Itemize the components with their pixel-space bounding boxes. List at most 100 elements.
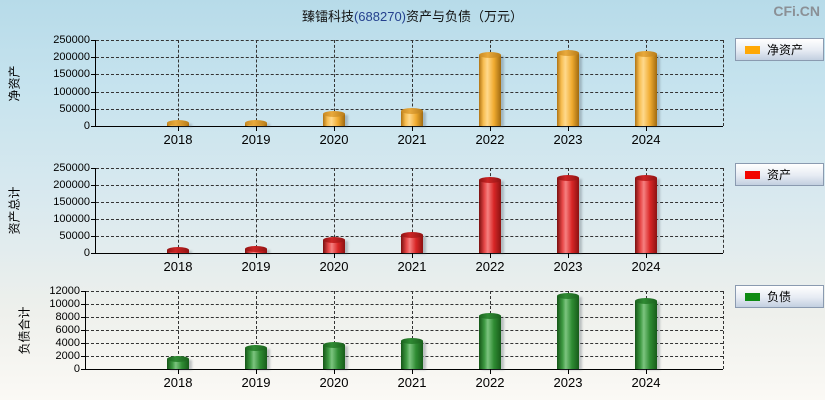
y-tick-label: 200000 [53,179,90,191]
bar-top-cap [635,175,657,181]
y-tick-label: 50000 [59,102,90,115]
legend-swatch [745,45,760,54]
x-tick-mark [646,369,647,374]
v-gridline [178,168,179,253]
y-tick-mark [91,74,96,76]
h-gridline [86,291,723,292]
x-tick-mark [334,126,335,131]
y-tick-mark [91,108,96,110]
legend-净资产: 净资产 [735,38,824,61]
x-tick-mark [334,253,335,258]
x-tick-label: 2024 [631,132,661,147]
h-gridline [96,168,723,169]
y-tick-mark [81,343,86,344]
h-gridline [86,304,723,305]
x-tick-label: 2022 [475,375,505,390]
x-tick-mark [568,253,569,258]
x-tick-mark [412,369,413,374]
bar-top-cap [557,175,579,181]
v-gridline [334,40,335,126]
plot-area: 0 2000 4000 6000 8000 10000 12000 2018 2019 2020 2… [49,285,724,390]
bar-2022 [479,313,501,369]
y-tick-mark [81,291,86,292]
v-gridline [178,40,179,126]
x-tick-label: 2024 [631,259,661,274]
legend-资产: 资产 [735,163,824,186]
legend-swatch [745,170,760,179]
v-gridline [178,291,179,369]
bar-top-cap [245,345,267,351]
x-tick-label: 2018 [163,259,193,274]
plot-area: 0 50000 100000 150000 200000 250000 2018 2019 20… [53,34,724,147]
y-tick-label: 12000 [49,285,80,297]
x-tick-mark [256,369,257,374]
legend-label: 资产 [767,168,792,182]
x-tick-label: 2018 [163,132,193,147]
x-tick-mark [412,253,413,258]
bar-top-cap [479,313,501,319]
y-tick-mark [81,330,86,331]
title-subject: 资产与负债（万元） [406,9,524,24]
bar-top-cap [635,298,657,304]
x-tick-mark [568,369,569,374]
v-gridline [334,291,335,369]
bar-top-cap [479,177,501,183]
y-tick-label: 250000 [53,34,90,46]
x-tick-label: 2022 [475,259,505,274]
y-tick-label: 250000 [53,162,90,174]
y-tick-label: 50000 [59,230,90,242]
legend-负债: 负债 [735,285,824,308]
y-tick-mark [91,168,96,169]
x-tick-mark [646,253,647,258]
y-tick-mark [91,126,96,127]
y-tick-mark [81,317,86,318]
y-tick-label: 0 [73,363,80,375]
x-tick-label: 2023 [553,259,583,274]
x-tick-mark [646,126,647,131]
bar-top-cap [401,232,423,238]
x-tick-mark [490,126,491,131]
bar-2021 [401,108,423,126]
y-tick-label: 0 [83,120,90,132]
bar-top-cap [245,246,267,252]
bar-2024 [635,298,657,369]
bar-2018 [167,356,189,369]
bar-2021 [401,338,423,369]
x-tick-label: 2019 [241,375,271,390]
bar-2024 [635,175,657,253]
bar-top-cap [557,293,579,299]
y-tick-label: 4000 [55,337,80,349]
v-gridline [334,168,335,253]
bar-2023 [557,293,579,369]
y-tick-label: 10000 [49,298,80,310]
v-gridline [256,168,257,253]
x-tick-label: 2021 [397,375,427,390]
h-gridline [86,330,723,331]
x-tick-label: 2021 [397,132,427,147]
h-gridline [96,202,723,203]
plot-area: 0 50000 100000 150000 200000 250000 2018 2019 20… [53,162,724,274]
bar-2019 [245,246,267,253]
bar-top-cap [401,338,423,344]
bar-2023 [557,175,579,253]
bar-top-cap [323,111,345,117]
y-tick-mark [91,91,96,93]
x-tick-mark [178,369,179,374]
bar-top-cap [479,52,501,58]
bar-top-cap [401,108,423,114]
x-tick-label: 2019 [241,132,271,147]
y-tick-label: 8000 [55,311,80,323]
plot-right-border [723,291,724,369]
x-tick-label: 2018 [163,375,193,390]
title-company-name: 臻镭科技 [301,9,354,24]
y-tick-label: 0 [83,247,90,259]
bar-top-cap [323,342,345,348]
y-tick-mark [91,185,96,186]
h-gridline [96,40,723,41]
v-gridline [256,40,257,126]
x-tick-mark [334,369,335,374]
y-tick-mark [91,219,96,220]
